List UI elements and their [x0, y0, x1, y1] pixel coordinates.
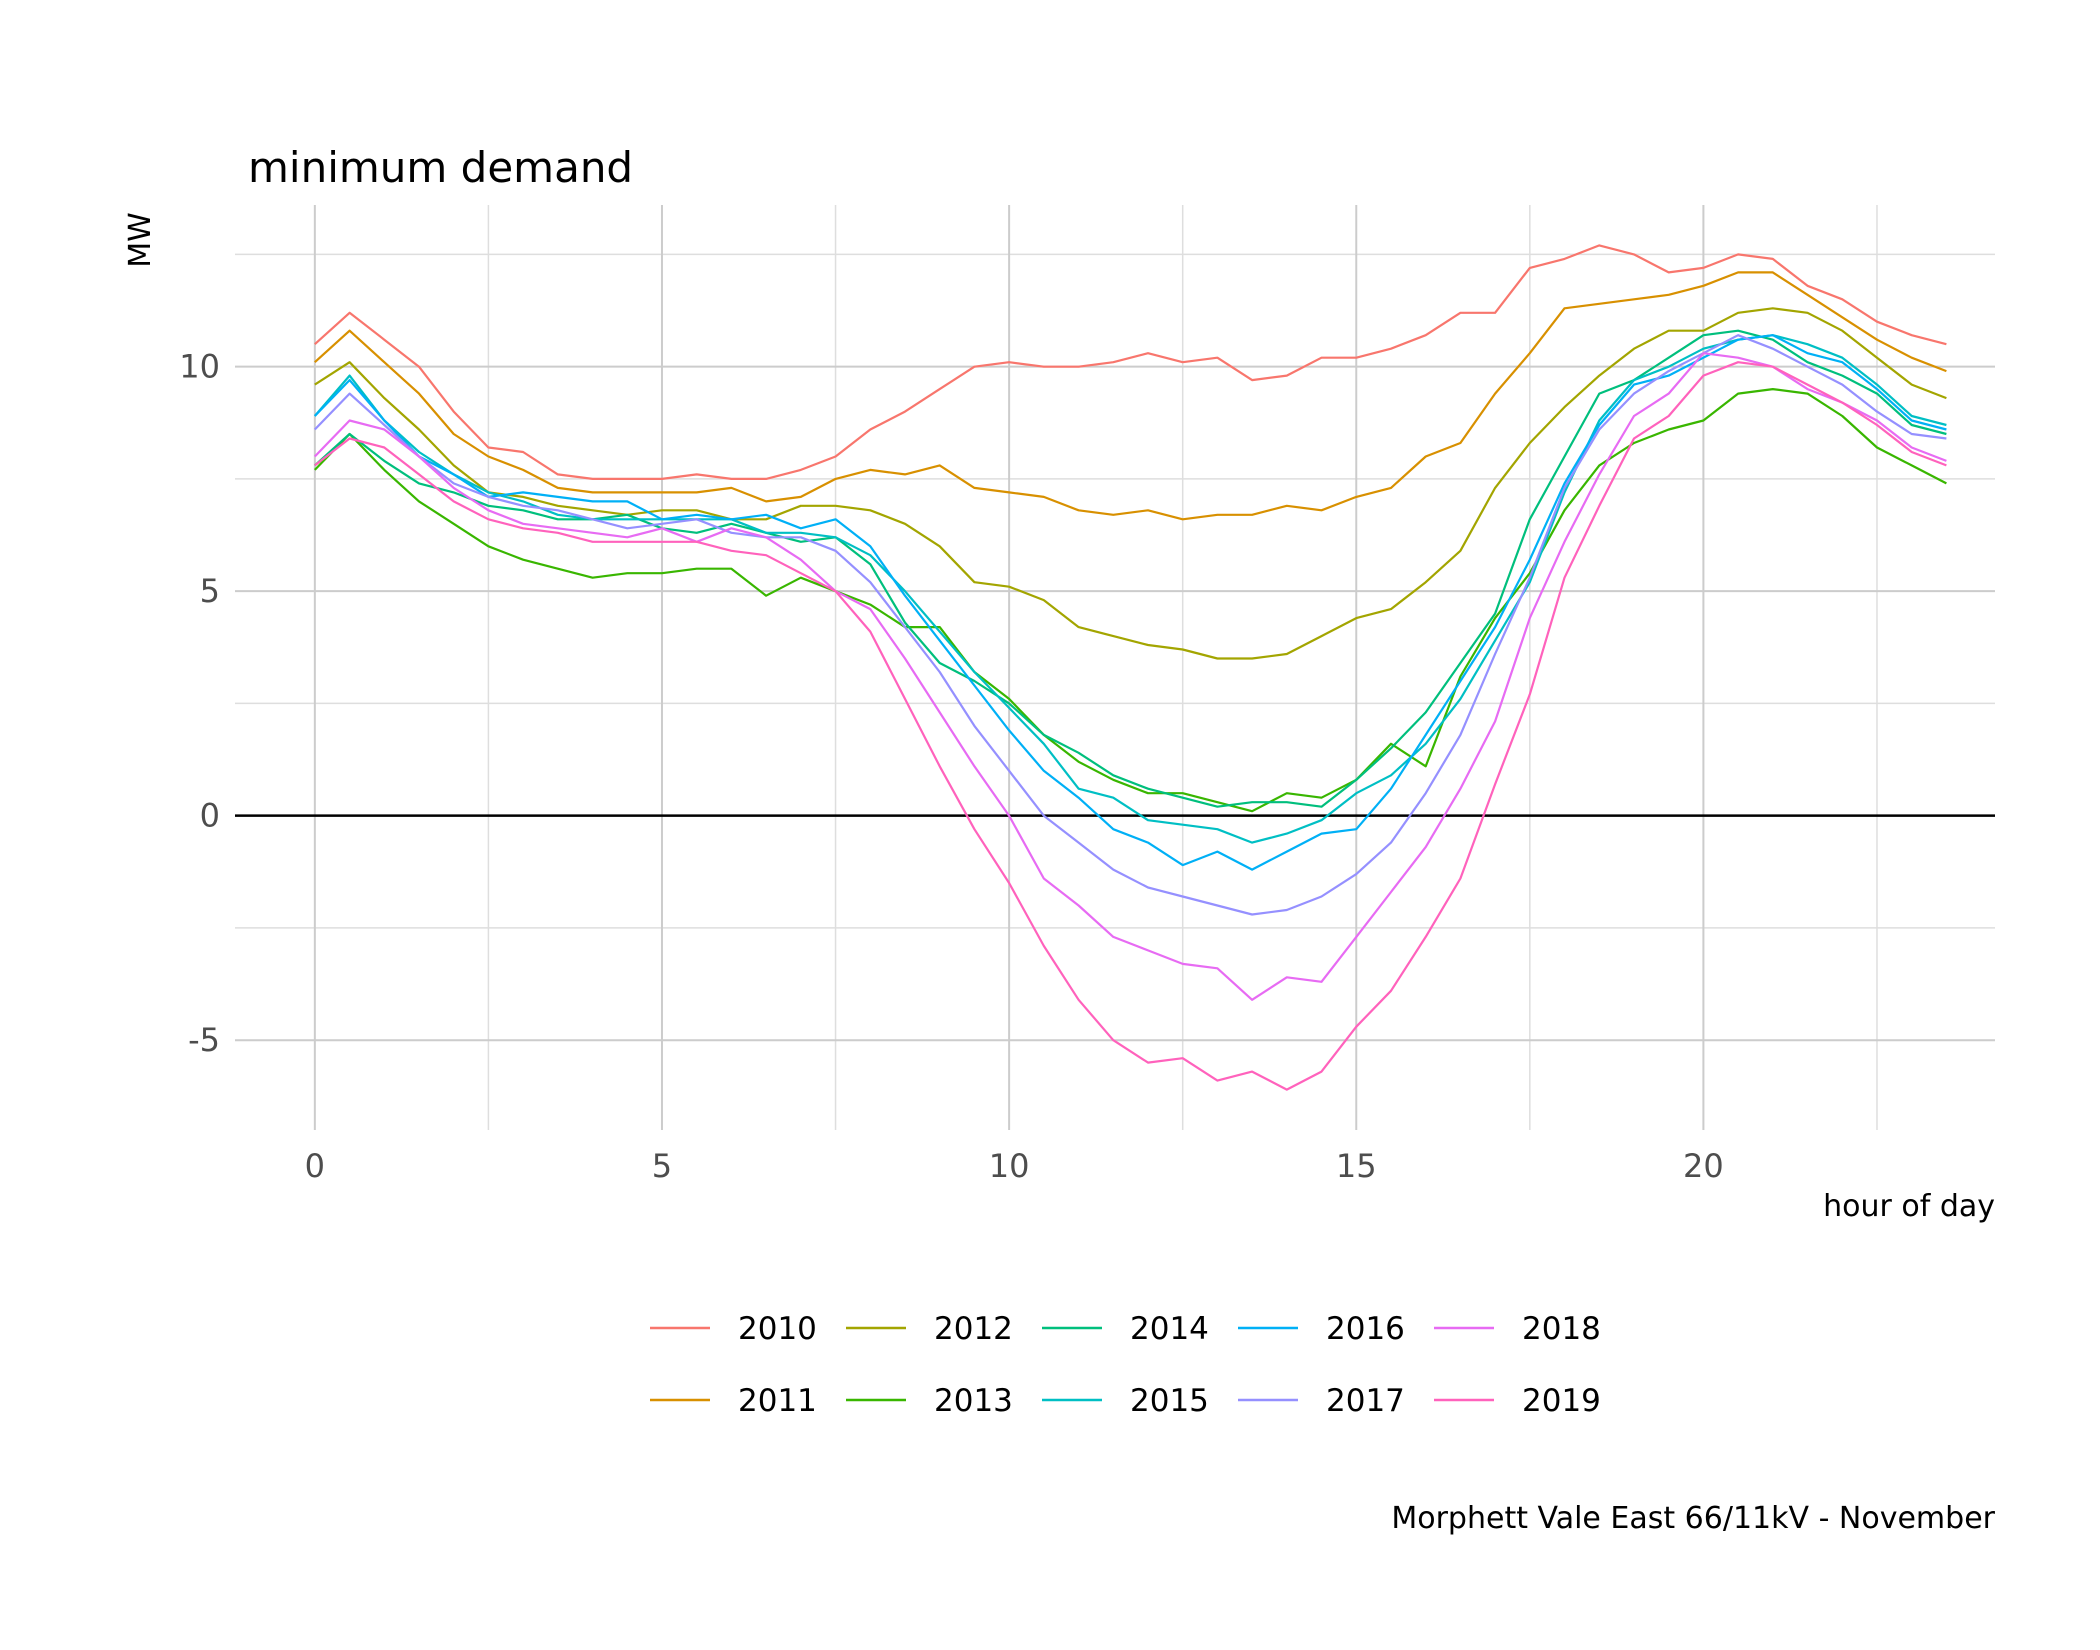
series-lines [313, 244, 1947, 1091]
x-tick-label: 20 [1683, 1147, 1724, 1185]
legend-label-2015: 2015 [1130, 1383, 1209, 1419]
x-tick-label: 10 [989, 1147, 1030, 1185]
y-tick-label: 0 [200, 797, 220, 835]
legend-label-2019: 2019 [1522, 1383, 1601, 1419]
legend: 2010 2011 2012 2013 2014 2015 2016 2017 2018 2019 [650, 1311, 1601, 1419]
series-line-2017 [314, 334, 1947, 916]
series-line-2019 [314, 361, 1947, 1091]
y-tick-label: 5 [200, 572, 220, 610]
series-line-2013 [314, 388, 1947, 813]
x-axis-title: hour of day [1823, 1189, 1995, 1224]
x-tick-label: 5 [652, 1147, 672, 1185]
legend-label-2016: 2016 [1326, 1311, 1405, 1347]
y-tick-label: 10 [179, 348, 220, 386]
major-gridlines [235, 205, 1995, 1130]
minor-gridlines [235, 205, 1995, 1130]
x-tick-label: 15 [1336, 1147, 1377, 1185]
legend-label-2017: 2017 [1326, 1383, 1405, 1419]
legend-label-2010: 2010 [738, 1311, 817, 1347]
chart-caption: Morphett Vale East 66/11kV - November [1391, 1501, 1995, 1536]
series-line-2015 [313, 334, 1947, 844]
legend-label-2018: 2018 [1522, 1311, 1601, 1347]
series-line-2010 [314, 244, 1947, 480]
legend-label-2014: 2014 [1130, 1311, 1209, 1347]
series-line-2016 [314, 334, 1947, 871]
x-tick-label: 0 [305, 1147, 325, 1185]
chart-title: minimum demand [248, 143, 633, 192]
legend-label-2012: 2012 [934, 1311, 1013, 1347]
legend-label-2013: 2013 [934, 1383, 1013, 1419]
tick-labels: 0 5 10 15 20 -5 0 5 10 [179, 348, 1723, 1185]
series-line-2012 [314, 307, 1947, 660]
series-line-2018 [314, 352, 1947, 1001]
y-axis-title: MW [123, 212, 158, 268]
y-tick-label: -5 [188, 1021, 220, 1059]
series-line-2011 [314, 271, 1947, 521]
legend-label-2011: 2011 [738, 1383, 817, 1419]
